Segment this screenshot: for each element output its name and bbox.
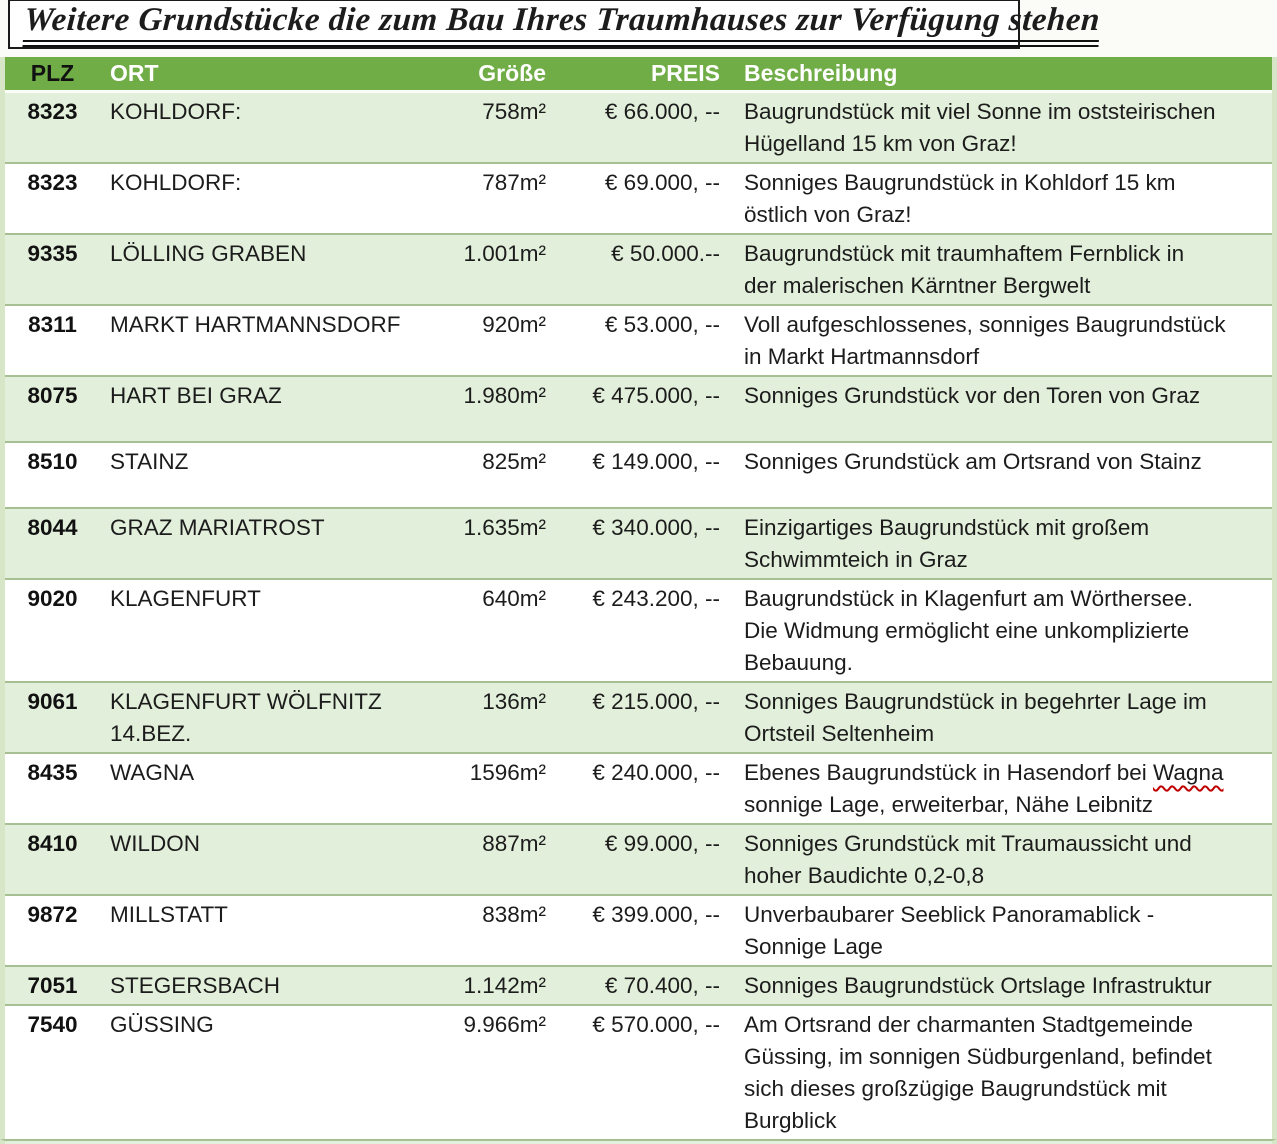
- cell-groesse: 1596m²: [469, 760, 546, 785]
- cell-preis: € 340.000, --: [592, 515, 720, 540]
- cell-preis: € 53.000, --: [604, 312, 720, 337]
- cell-groesse: 758m²: [482, 99, 546, 124]
- cell-groesse: 1.980m²: [463, 383, 546, 408]
- cell-preis: € 215.000, --: [592, 689, 720, 714]
- table-row: 8311 MARKT HARTMANNSDORF 920m² € 53.000, --…: [5, 304, 1272, 375]
- cell-ort: KOHLDORF:: [110, 99, 242, 124]
- cell-preis: € 50.000.--: [611, 241, 720, 266]
- listings-table: PLZ ORT Größe PREIS Beschreibung 8323 KOH…: [0, 57, 1277, 1139]
- cell-groesse: 1.142m²: [463, 973, 546, 998]
- title-box: Weitere Grundstücke die zum Bau Ihres Tr…: [8, 0, 1102, 49]
- cell-preis: € 66.000, --: [604, 99, 720, 124]
- header-cell-preis: PREIS: [650, 60, 720, 86]
- cell-preis: € 69.000, --: [604, 170, 720, 195]
- cell-plz: 9020: [27, 586, 78, 611]
- cell-plz: 9872: [27, 902, 78, 927]
- cell-beschreibung: Sonniges Baugrundstück Ortslage Infrastr…: [744, 973, 1212, 998]
- table-row: 8323 KOHLDORF: 758m² € 66.000, -- Baugrundst…: [5, 93, 1272, 162]
- cell-ort: STEGERSBACH: [110, 973, 281, 998]
- cell-plz: 8435: [27, 760, 78, 785]
- table-row: 8075 HART BEI GRAZ 1.980m² € 475.000, -- Son…: [5, 375, 1272, 441]
- cell-beschreibung: Sonniges Baugrundstück in begehrter Lage…: [744, 689, 1207, 746]
- cell-plz: 8323: [27, 99, 78, 124]
- cell-beschreibung: Baugrundstück mit viel Sonne im oststeir…: [744, 99, 1216, 156]
- cell-ort: KLAGENFURT: [110, 586, 261, 611]
- cell-plz: 8410: [27, 831, 78, 856]
- cell-plz: 8510: [27, 449, 78, 474]
- cell-ort: MILLSTATT: [110, 902, 228, 927]
- cell-ort: WAGNA: [110, 760, 195, 785]
- page-title: Weitere Grundstücke die zum Bau Ihres Tr…: [22, 1, 1102, 47]
- table-header-row: PLZ ORT Größe PREIS Beschreibung: [5, 57, 1272, 93]
- table-body: 8323 KOHLDORF: 758m² € 66.000, -- Baugrundst…: [5, 93, 1272, 1139]
- cell-plz: 7051: [27, 973, 78, 998]
- header-cell-beschreibung: Beschreibung: [744, 60, 898, 86]
- cell-beschreibung: Sonniges Grundstück mit Traumaussicht un…: [744, 831, 1192, 888]
- table-row: 8323 KOHLDORF: 787m² € 69.000, -- Sonniges B…: [5, 162, 1272, 233]
- cell-ort: MARKT HARTMANNSDORF: [110, 312, 401, 337]
- cell-beschreibung: Am Ortsrand der charmanten Stadtgemeinde…: [744, 1012, 1212, 1133]
- cell-groesse: 9.966m²: [463, 1012, 546, 1037]
- cell-plz: 8311: [28, 312, 77, 337]
- cell-plz: 8323: [27, 170, 78, 195]
- cell-groesse: 1.635m²: [463, 515, 546, 540]
- cell-ort: LÖLLING GRABEN: [110, 241, 307, 266]
- table-row: 9020 KLAGENFURT 640m² € 243.200, -- Baugrund…: [5, 578, 1272, 681]
- cell-plz: 8075: [27, 383, 78, 408]
- cell-beschreibung: Sonniges Grundstück am Ortsrand von Stai…: [744, 449, 1202, 474]
- cell-groesse: 787m²: [482, 170, 546, 195]
- cell-ort: GÜSSING: [110, 1012, 214, 1037]
- header-cell-ort: ORT: [110, 60, 159, 86]
- table-row: 8510 STAINZ 825m² € 149.000, -- Sonniges Gru…: [5, 441, 1272, 507]
- spellcheck-underline: Wagna: [1153, 760, 1224, 785]
- cell-ort: KLAGENFURT WÖLFNITZ 14.BEZ.: [110, 689, 382, 746]
- cell-groesse: 136m²: [482, 689, 546, 714]
- cell-plz: 9335: [27, 241, 78, 266]
- cell-preis: € 70.400, --: [604, 973, 720, 998]
- cell-preis: € 475.000, --: [592, 383, 720, 408]
- cell-groesse: 1.001m²: [463, 241, 546, 266]
- cell-groesse: 838m²: [482, 902, 546, 927]
- cell-groesse: 920m²: [482, 312, 546, 337]
- cell-preis: € 99.000, --: [604, 831, 720, 856]
- table-bottom-edge: [0, 1139, 1277, 1144]
- cell-ort: WILDON: [110, 831, 200, 856]
- table-row: 7051 STEGERSBACH 1.142m² € 70.400, -- Sonnig…: [5, 965, 1272, 1004]
- cell-groesse: 887m²: [482, 831, 546, 856]
- cell-preis: € 240.000, --: [592, 760, 720, 785]
- table-row: 8044 GRAZ MARIATROST 1.635m² € 340.000, -- E…: [5, 507, 1272, 578]
- title-area: Weitere Grundstücke die zum Bau Ihres Tr…: [0, 0, 1277, 57]
- header-cell-groesse: Größe: [478, 60, 546, 86]
- cell-preis: € 399.000, --: [592, 902, 720, 927]
- table-row: 9872 MILLSTATT 838m² € 399.000, -- Unverbaub…: [5, 894, 1272, 965]
- cell-beschreibung: Ebenes Baugrundstück in Hasendorf bei Wa…: [744, 760, 1224, 817]
- cell-ort: KOHLDORF:: [110, 170, 242, 195]
- table-row: 7540 GÜSSING 9.966m² € 570.000, -- Am Ortsra…: [5, 1004, 1272, 1139]
- table-row: 8435 WAGNA 1596m² € 240.000, -- Ebenes Baugr…: [5, 752, 1272, 823]
- cell-plz: 8044: [27, 515, 78, 540]
- header-cell-plz: PLZ: [30, 60, 75, 86]
- cell-beschreibung: Einzigartiges Baugrundstück mit großem S…: [744, 515, 1150, 572]
- cell-beschreibung: Sonniges Baugrundstück in Kohldorf 15 km…: [744, 170, 1176, 227]
- cell-plz: 9061: [27, 689, 78, 714]
- cell-ort: STAINZ: [110, 449, 189, 474]
- cell-beschreibung: Sonniges Grundstück vor den Toren von Gr…: [744, 383, 1201, 408]
- cell-preis: € 149.000, --: [592, 449, 720, 474]
- table-row: 9335 LÖLLING GRABEN 1.001m² € 50.000.-- Baug…: [5, 233, 1272, 304]
- cell-plz: 7540: [27, 1012, 78, 1037]
- table-row: 9061 KLAGENFURT WÖLFNITZ 14.BEZ. 136m² € 21…: [5, 681, 1272, 752]
- cell-groesse: 640m²: [482, 586, 546, 611]
- cell-beschreibung: Voll aufgeschlossenes, sonniges Baugrund…: [744, 312, 1226, 369]
- cell-preis: € 243.200, --: [592, 586, 720, 611]
- table-row: 8410 WILDON 887m² € 99.000, -- Sonniges Grun…: [5, 823, 1272, 894]
- cell-beschreibung: Baugrundstück mit traumhaftem Fernblick …: [744, 241, 1185, 298]
- cell-ort: HART BEI GRAZ: [110, 383, 282, 408]
- cell-beschreibung: Baugrundstück in Klagenfurt am Wörtherse…: [744, 586, 1193, 675]
- cell-groesse: 825m²: [482, 449, 546, 474]
- cell-beschreibung: Unverbaubarer Seeblick Panoramablick - S…: [744, 902, 1155, 959]
- cell-preis: € 570.000, --: [592, 1012, 720, 1037]
- cell-ort: GRAZ MARIATROST: [110, 515, 325, 540]
